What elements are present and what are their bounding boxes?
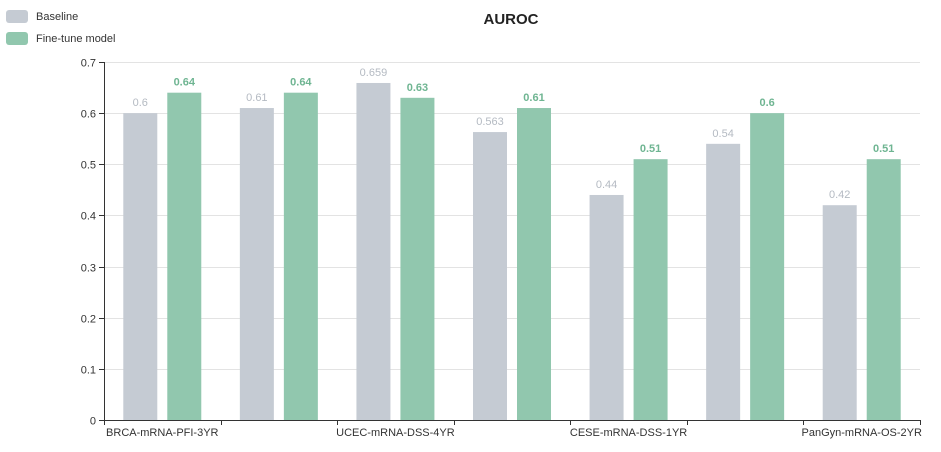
bar-baseline-5[interactable] — [589, 194, 624, 420]
y-axis: 0 0.1 0.2 0.3 0.4 0.5 0.6 0.7 — [81, 58, 105, 428]
grid — [104, 62, 920, 421]
y-tick-label: 0 — [90, 416, 96, 428]
bar-fine-tune-6[interactable] — [750, 113, 785, 421]
bar-fine-tune-3[interactable] — [400, 97, 435, 421]
x-tick-label: BRCA-mRNA-PFI-3YR — [106, 427, 219, 439]
data-label: 0.61 — [246, 92, 267, 104]
legend-swatch-2[interactable] — [6, 32, 28, 45]
bar-baseline-7[interactable] — [822, 205, 857, 420]
chart-title: AUROC — [484, 11, 539, 28]
data-label: 0.64 — [174, 77, 196, 89]
data-label: 0.563 — [476, 116, 504, 128]
y-tick-label: 0.3 — [81, 263, 96, 275]
bar-fine-tune-2[interactable] — [283, 92, 318, 420]
y-tick-label: 0.7 — [81, 58, 96, 70]
x-tick-label: CESE-mRNA-DSS-1YR — [570, 427, 687, 439]
bar-baseline-3[interactable] — [356, 82, 391, 421]
data-label: 0.63 — [407, 82, 428, 94]
data-label: 0.6 — [759, 97, 774, 109]
bar-baseline-1[interactable] — [123, 113, 158, 421]
y-tick-label: 0.2 — [81, 314, 96, 326]
y-tick-label: 0.1 — [81, 365, 96, 377]
data-label: 0.44 — [596, 179, 617, 191]
bar-baseline-6[interactable] — [706, 143, 741, 421]
y-tick-label: 0.6 — [81, 109, 96, 121]
x-tick-label: PanGyn-mRNA-OS-2YR — [802, 427, 922, 439]
x-axis: BRCA-mRNA-PFI-3YR UCEC-mRNA-DSS-4YR CESE-m… — [104, 420, 922, 439]
legend-label-1[interactable]: Baseline — [36, 11, 78, 23]
data-label: 0.51 — [640, 143, 661, 155]
bar-fine-tune-4[interactable] — [517, 108, 551, 421]
data-label: 0.42 — [829, 189, 850, 201]
legend-swatch-1[interactable] — [6, 10, 28, 23]
bars — [123, 82, 901, 421]
data-label: 0.54 — [712, 128, 733, 140]
legend: Baseline Fine-tune model — [6, 10, 116, 45]
data-label: 0.51 — [873, 143, 894, 155]
data-label: 0.64 — [290, 77, 312, 89]
legend-label-2[interactable]: Fine-tune model — [36, 33, 116, 45]
data-label: 0.6 — [133, 97, 148, 109]
x-tick-label: UCEC-mRNA-DSS-4YR — [336, 427, 455, 439]
bar-baseline-4[interactable] — [473, 132, 507, 420]
y-tick-label: 0.5 — [81, 160, 96, 172]
bar-fine-tune-7[interactable] — [866, 159, 901, 420]
data-label: 0.659 — [360, 67, 388, 79]
y-tick-label: 0.4 — [81, 211, 96, 223]
data-label: 0.61 — [523, 92, 544, 104]
bar-fine-tune-1[interactable] — [167, 92, 202, 420]
bar-baseline-2[interactable] — [239, 108, 274, 421]
data-labels: 0.6 0.64 0.61 0.64 0.659 0.63 0.563 0.61 0.44 0.5… — [133, 67, 895, 201]
bar-fine-tune-5[interactable] — [633, 159, 668, 420]
